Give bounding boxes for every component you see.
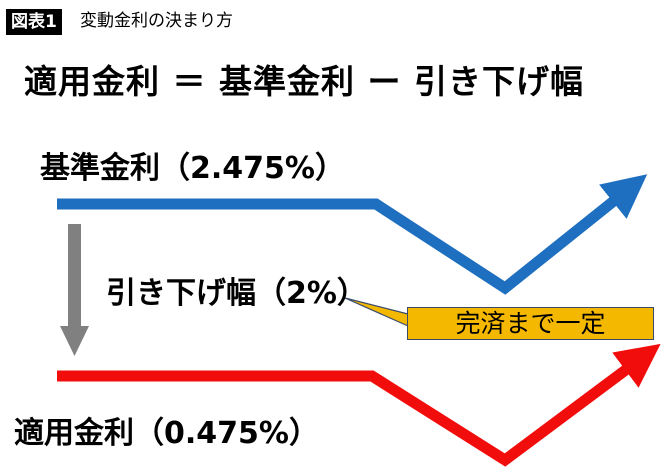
applied-rate-label: 適用金利（0.475%）	[14, 416, 319, 451]
applied-rate-line	[57, 343, 661, 467]
base-rate-line	[57, 174, 648, 295]
base-rate-label: 基準金利（2.475%）	[40, 151, 345, 186]
formula-heading: 適用金利 ＝ 基準金利 ー 引き下げ幅	[24, 62, 584, 101]
reduction-down-arrow	[60, 224, 89, 356]
fixed-until-repaid-callout: 完済まで一定	[407, 307, 654, 340]
figure-badge: 図表1	[6, 9, 62, 35]
figure-subtitle: 変動金利の決まり方	[80, 11, 233, 31]
reduction-label: 引き下げ幅（2%）	[106, 276, 367, 311]
